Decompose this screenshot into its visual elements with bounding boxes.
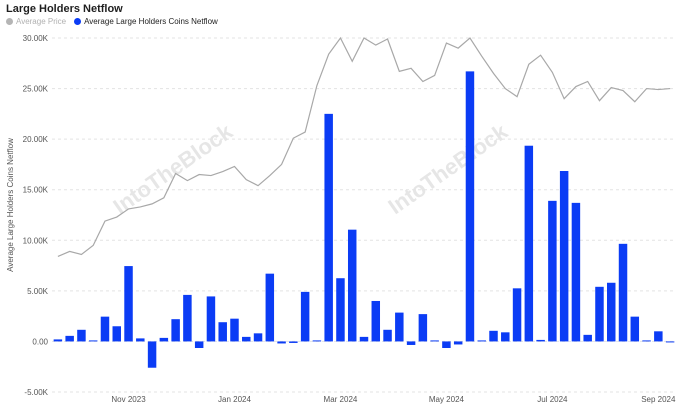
price-line bbox=[57, 36, 671, 258]
netflow-bar bbox=[206, 296, 216, 342]
netflow-bar bbox=[571, 202, 581, 342]
x-tick-label: Mar 2024 bbox=[324, 395, 358, 404]
legend-item-netflow[interactable]: Average Large Holders Coins Netflow bbox=[74, 17, 218, 26]
netflow-bar bbox=[442, 341, 451, 349]
netflow-bar bbox=[147, 341, 157, 368]
legend-dot-price bbox=[6, 18, 13, 25]
netflow-bar bbox=[218, 322, 227, 342]
netflow-bar bbox=[277, 341, 286, 344]
netflow-bar bbox=[347, 229, 357, 342]
netflow-bar bbox=[183, 294, 192, 342]
netflow-bar bbox=[371, 300, 381, 342]
y-tick-label: 15.00K bbox=[23, 186, 49, 195]
netflow-bar bbox=[359, 336, 369, 342]
netflow-bar bbox=[395, 312, 404, 342]
y-tick-label: 30.00K bbox=[23, 34, 49, 43]
netflow-bar bbox=[65, 335, 74, 342]
netflow-bar bbox=[418, 314, 428, 342]
netflow-bar bbox=[100, 316, 110, 342]
netflow-bar bbox=[559, 171, 569, 342]
netflow-bar bbox=[501, 332, 510, 342]
netflow-bar bbox=[289, 341, 298, 343]
netflow-bar bbox=[595, 286, 604, 342]
netflow-bar bbox=[524, 145, 534, 342]
watermark: IntoTheBlock bbox=[109, 118, 238, 219]
netflow-bar bbox=[618, 243, 628, 342]
netflow-bar bbox=[136, 338, 145, 342]
x-tick-label: Jan 2024 bbox=[218, 395, 251, 404]
netflow-bar bbox=[642, 340, 651, 342]
netflow-bar bbox=[336, 278, 345, 342]
y-tick-label: 10.00K bbox=[23, 236, 49, 245]
netflow-bar bbox=[159, 337, 169, 342]
netflow-bar bbox=[171, 319, 180, 342]
y-tick-label: 25.00K bbox=[23, 85, 49, 94]
netflow-bar bbox=[630, 316, 640, 342]
netflow-bar bbox=[112, 326, 121, 342]
netflow-bar bbox=[477, 340, 486, 342]
watermark: IntoTheBlock bbox=[384, 118, 513, 219]
legend-item-price[interactable]: Average Price bbox=[6, 17, 66, 26]
netflow-bar bbox=[383, 329, 392, 342]
y-tick-label: -5.00K bbox=[24, 388, 48, 397]
netflow-bar bbox=[312, 340, 322, 342]
netflow-bar bbox=[465, 71, 475, 342]
netflow-bar bbox=[536, 339, 545, 342]
netflow-bar bbox=[548, 200, 557, 342]
netflow-bar bbox=[654, 331, 663, 342]
netflow-bar bbox=[53, 339, 63, 342]
x-tick-label: Sep 2024 bbox=[641, 395, 676, 404]
y-axis-label: Average Large Holders Coins Netflow bbox=[6, 138, 15, 272]
x-tick-label: Nov 2023 bbox=[111, 395, 146, 404]
netflow-bar bbox=[242, 336, 251, 342]
netflow-bar bbox=[265, 273, 275, 342]
netflow-bar bbox=[300, 291, 310, 342]
netflow-bar bbox=[88, 340, 98, 342]
netflow-bar bbox=[230, 318, 239, 342]
legend-label-netflow: Average Large Holders Coins Netflow bbox=[84, 17, 218, 26]
legend: Average Price Average Large Holders Coin… bbox=[6, 17, 218, 26]
netflow-bar bbox=[324, 113, 333, 342]
netflow-bar bbox=[406, 341, 416, 345]
netflow-bar bbox=[430, 340, 439, 342]
y-tick-label: 0.00 bbox=[32, 337, 48, 346]
x-tick-label: Jul 2024 bbox=[537, 395, 568, 404]
netflow-bar bbox=[194, 341, 204, 349]
netflow-bar bbox=[489, 330, 498, 342]
legend-label-price: Average Price bbox=[16, 17, 67, 26]
netflow-bar bbox=[665, 341, 675, 343]
chart-title: Large Holders Netflow bbox=[6, 3, 123, 15]
y-tick-label: 20.00K bbox=[23, 135, 49, 144]
x-tick-label: May 2024 bbox=[429, 395, 465, 404]
y-tick-label: 5.00K bbox=[27, 287, 49, 296]
netflow-bar bbox=[607, 282, 616, 342]
netflow-bar bbox=[583, 334, 592, 342]
legend-dot-netflow bbox=[74, 18, 82, 25]
netflow-bar bbox=[77, 329, 86, 342]
netflow-bar bbox=[453, 341, 463, 345]
netflow-bar bbox=[253, 333, 263, 342]
netflow-bar bbox=[124, 266, 133, 342]
netflow-bar bbox=[512, 288, 522, 342]
